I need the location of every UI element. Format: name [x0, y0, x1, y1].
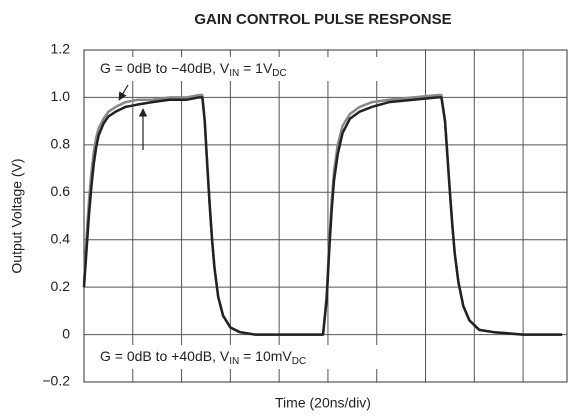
series-line	[82, 93, 563, 336]
annotation-part: = 10mV	[239, 348, 292, 364]
annotation: G = 0dB to +40dB, VIN = 10mVDC	[100, 348, 306, 367]
annotation-part: IN	[229, 356, 239, 367]
annotation-part: DC	[292, 356, 306, 367]
series-line	[82, 96, 563, 336]
annotation: G = 0dB to −40dB, VIN = 1VDC	[100, 60, 287, 79]
y-tick-label: 1.0	[51, 88, 71, 104]
y-tick-label: 0.6	[51, 183, 71, 199]
annotation-part: G = 0dB to +40dB, V	[100, 348, 230, 364]
annotation-bg	[95, 345, 385, 369]
y-tick-label: 1.2	[51, 41, 71, 57]
grid: −0.2 0 0.2 0.4 0.6 0.8 1.0 1.2	[42, 41, 568, 389]
y-axis-label: Output Voltage (V)	[9, 158, 25, 273]
annotation-part: G = 0dB to −40dB, V	[100, 60, 230, 76]
annotation-part: DC	[272, 68, 286, 79]
arrow	[118, 84, 129, 101]
y-tick-label: 0.2	[51, 278, 71, 294]
x-axis-label: Time (20ns/div)	[275, 395, 371, 411]
annotation-part: IN	[229, 68, 239, 79]
y-tick-label: 0.4	[51, 230, 71, 246]
annotation-bg	[95, 57, 380, 81]
plot-border	[83, 49, 568, 383]
annotation-part: = 1V	[239, 60, 273, 76]
y-tick-label: −0.2	[42, 373, 70, 389]
lines	[82, 93, 563, 336]
y-tick-label: 0	[62, 325, 70, 341]
chart-title: GAIN CONTROL PULSE RESPONSE	[194, 11, 451, 28]
y-tick-label: 0.8	[51, 136, 71, 152]
